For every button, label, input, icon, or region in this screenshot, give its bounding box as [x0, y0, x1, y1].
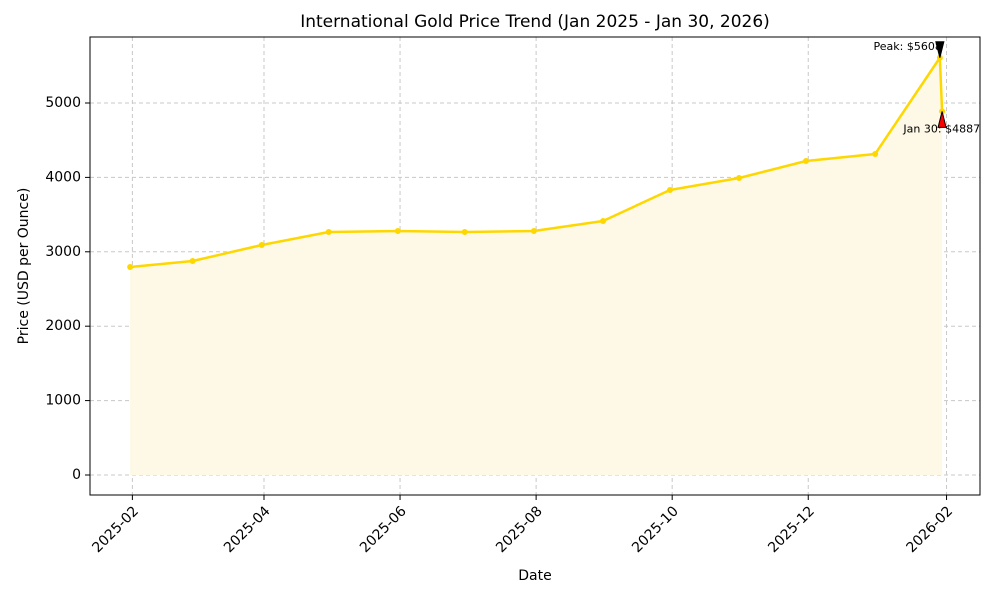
y-tick-label: 0	[72, 467, 81, 483]
y-tick-label: 5000	[45, 95, 81, 111]
y-tick-label: 3000	[45, 244, 81, 260]
chart-title: International Gold Price Trend (Jan 2025…	[300, 12, 770, 32]
marker	[872, 150, 879, 157]
marker	[600, 217, 607, 224]
marker	[461, 228, 468, 235]
y-tick-label: 1000	[45, 393, 81, 409]
annotation-arrow	[937, 111, 947, 128]
marker	[530, 227, 537, 234]
x-axis-label: Date	[518, 568, 551, 584]
y-axis-label: Price (USD per Ounce)	[16, 188, 32, 345]
marker	[736, 174, 743, 181]
marker	[127, 263, 134, 270]
annotation: Jan 30: $4887	[902, 122, 980, 135]
y-tick-label: 2000	[45, 318, 81, 334]
annotation-arrow	[935, 41, 945, 58]
marker	[394, 227, 401, 234]
area	[130, 57, 943, 475]
marker	[803, 158, 810, 165]
y-tick-label: 4000	[45, 169, 81, 185]
marker	[666, 186, 673, 193]
line	[130, 56, 944, 269]
marker	[189, 258, 196, 265]
annotation: Peak: $5608	[874, 40, 942, 53]
marker	[258, 242, 265, 249]
marker	[325, 228, 332, 235]
plot-frame	[89, 36, 981, 496]
